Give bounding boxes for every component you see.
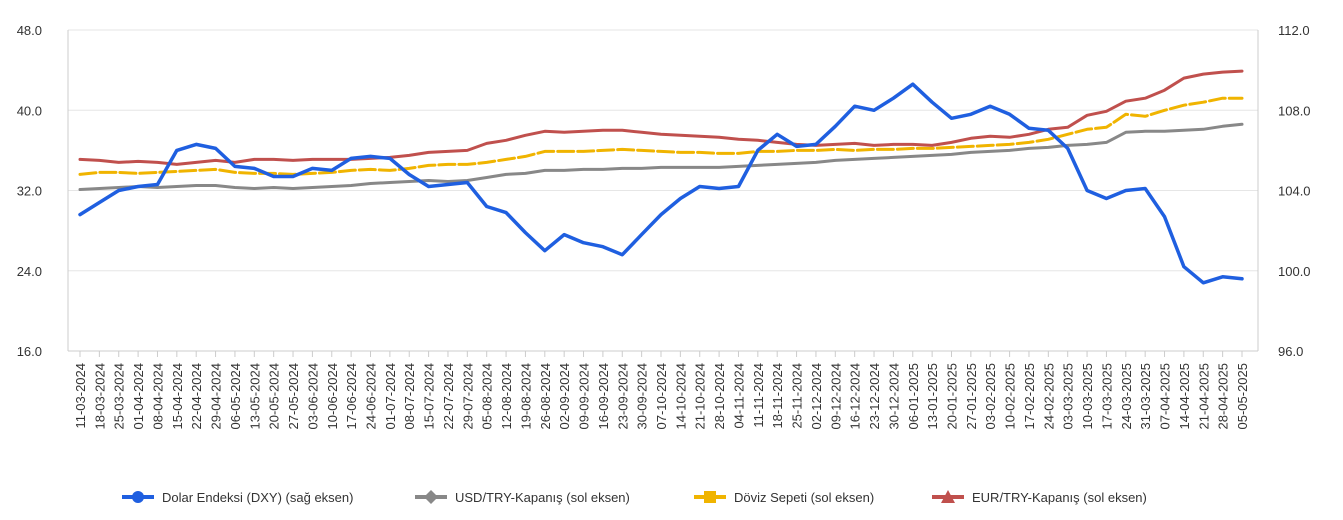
x-tick-label: 03-03-2025 (1061, 363, 1076, 430)
legend-label-usdtry: USD/TRY-Kapanış (sol eksen) (455, 489, 630, 505)
x-tick-label: 14-10-2024 (673, 363, 688, 430)
x-tick-label: 04-11-2024 (731, 363, 746, 429)
legend-label-dxy: Dolar Endeksi (DXY) (sağ eksen) (162, 489, 354, 505)
x-tick-label: 09-09-2024 (577, 363, 592, 430)
x-tick-label: 03-02-2025 (983, 363, 998, 430)
x-tick-label: 23-09-2024 (615, 363, 630, 430)
left-axis: 16.0 24.0 32.0 40.0 48.0 (17, 23, 42, 359)
series-line-0 (78, 82, 1244, 285)
legend-label-eurtry: EUR/TRY-Kapanış (sol eksen) (972, 489, 1147, 505)
x-tick-label: 24-03-2025 (1119, 363, 1134, 430)
x-tick-label: 27-05-2024 (286, 363, 301, 430)
x-tick-label: 02-09-2024 (557, 363, 572, 430)
x-tick-label: 15-04-2024 (170, 363, 185, 430)
x-tick-label: 28-04-2025 (1216, 363, 1231, 430)
x-tick-label: 17-02-2025 (1022, 363, 1037, 430)
x-tick-label: 19-08-2024 (518, 363, 533, 430)
x-tick-label: 02-12-2024 (809, 363, 824, 430)
right-tick-label: 108.0 (1278, 103, 1311, 118)
x-tick-label: 21-10-2024 (693, 363, 708, 430)
x-tick-label: 21-04-2025 (1196, 363, 1211, 430)
series-layer (78, 69, 1244, 285)
x-tick-label: 30-09-2024 (635, 363, 650, 430)
series-line-2 (78, 96, 1244, 176)
series-line-1 (78, 122, 1244, 191)
x-tick-label: 16-12-2024 (848, 363, 863, 430)
x-tick-label: 18-11-2024 (770, 363, 785, 429)
x-tick-label: 22-07-2024 (441, 363, 456, 430)
x-tick-label: 11-03-2024 (73, 363, 88, 429)
x-tick-label: 07-10-2024 (654, 363, 669, 430)
x-tick-label: 08-07-2024 (402, 363, 417, 430)
left-tick-label: 32.0 (17, 184, 42, 199)
right-tick-label: 100.0 (1278, 264, 1311, 279)
x-tick-label: 30-12-2024 (886, 363, 901, 430)
x-tick-label: 12-08-2024 (499, 363, 514, 430)
legend-item-eurtry[interactable]: EUR/TRY-Kapanış (sol eksen) (930, 486, 1147, 508)
x-tick-label: 31-03-2025 (1138, 363, 1153, 430)
legend-item-basket[interactable]: Döviz Sepeti (sol eksen) (692, 486, 874, 508)
left-tick-label: 24.0 (17, 264, 42, 279)
legend-square-icon (694, 491, 726, 503)
left-tick-label: 40.0 (17, 103, 42, 118)
legend-triangle-icon (932, 490, 964, 503)
left-tick-label: 48.0 (17, 23, 42, 38)
x-tick-label: 24-06-2024 (364, 363, 379, 430)
x-tick-label: 15-07-2024 (422, 363, 437, 430)
left-tick-label: 16.0 (17, 344, 42, 359)
x-tick-label: 29-07-2024 (460, 363, 475, 430)
x-tick-label: 13-05-2024 (247, 363, 262, 430)
x-tick-label: 05-05-2025 (1235, 363, 1250, 430)
x-tick-label: 10-03-2025 (1080, 363, 1095, 430)
x-tick-label: 09-12-2024 (828, 363, 843, 430)
x-tick-label: 16-09-2024 (596, 363, 611, 430)
x-tick-label: 10-06-2024 (325, 363, 340, 430)
legend: Dolar Endeksi (DXY) (sağ eksen) USD/TRY-… (0, 486, 1343, 508)
x-tick-label: 17-06-2024 (344, 363, 359, 430)
x-tick-label: 18-03-2024 (92, 363, 107, 430)
x-tick-label: 11-11-2024 (751, 363, 766, 428)
x-tick-label: 01-04-2024 (131, 363, 146, 430)
x-tick-label: 23-12-2024 (867, 363, 882, 430)
x-tick-label: 26-08-2024 (538, 363, 553, 430)
right-tick-label: 104.0 (1278, 184, 1311, 199)
x-tick-label: 14-04-2025 (1177, 363, 1192, 430)
x-tick-label: 07-04-2025 (1158, 363, 1173, 430)
legend-item-dxy[interactable]: Dolar Endeksi (DXY) (sağ eksen) (120, 486, 353, 508)
x-tick-label: 06-01-2025 (906, 363, 921, 430)
legend-label-basket: Döviz Sepeti (sol eksen) (734, 489, 875, 505)
x-tick-label: 01-07-2024 (383, 363, 398, 430)
right-tick-label: 96.0 (1278, 344, 1303, 359)
x-tick-label: 27-01-2025 (964, 363, 979, 430)
right-axis: 96.0 100.0 104.0 108.0 112.0 (1278, 23, 1311, 359)
x-tick-label: 10-02-2025 (1003, 363, 1018, 430)
x-tick-label: 05-08-2024 (480, 363, 495, 430)
x-axis: 11-03-2024 18-03-2024 25-03-2024 01-04-2024… (68, 350, 1258, 430)
x-tick-label: 29-04-2024 (209, 363, 224, 430)
legend-item-usdtry[interactable]: USD/TRY-Kapanış (sol eksen) (413, 486, 630, 508)
x-tick-label: 06-05-2024 (228, 363, 243, 430)
grid-lines (67, 29, 1259, 352)
legend-diamond-icon (415, 490, 447, 504)
x-tick-label: 13-01-2025 (925, 363, 940, 430)
x-tick-label: 25-03-2024 (112, 363, 127, 430)
x-tick-label: 24-02-2025 (1041, 363, 1056, 430)
right-tick-label: 112.0 (1278, 23, 1310, 38)
x-tick-label: 17-03-2025 (1099, 363, 1114, 430)
legend-circle-icon (122, 491, 154, 503)
x-tick-label: 22-04-2024 (189, 363, 204, 430)
x-tick-label: 08-04-2024 (150, 363, 165, 430)
x-tick-label: 20-05-2024 (267, 363, 282, 430)
x-tick-label: 20-01-2025 (945, 363, 960, 430)
x-tick-label: 25-11-2024 (790, 363, 805, 429)
x-tick-label: 28-10-2024 (712, 363, 727, 430)
x-tick-label: 03-06-2024 (305, 363, 320, 430)
